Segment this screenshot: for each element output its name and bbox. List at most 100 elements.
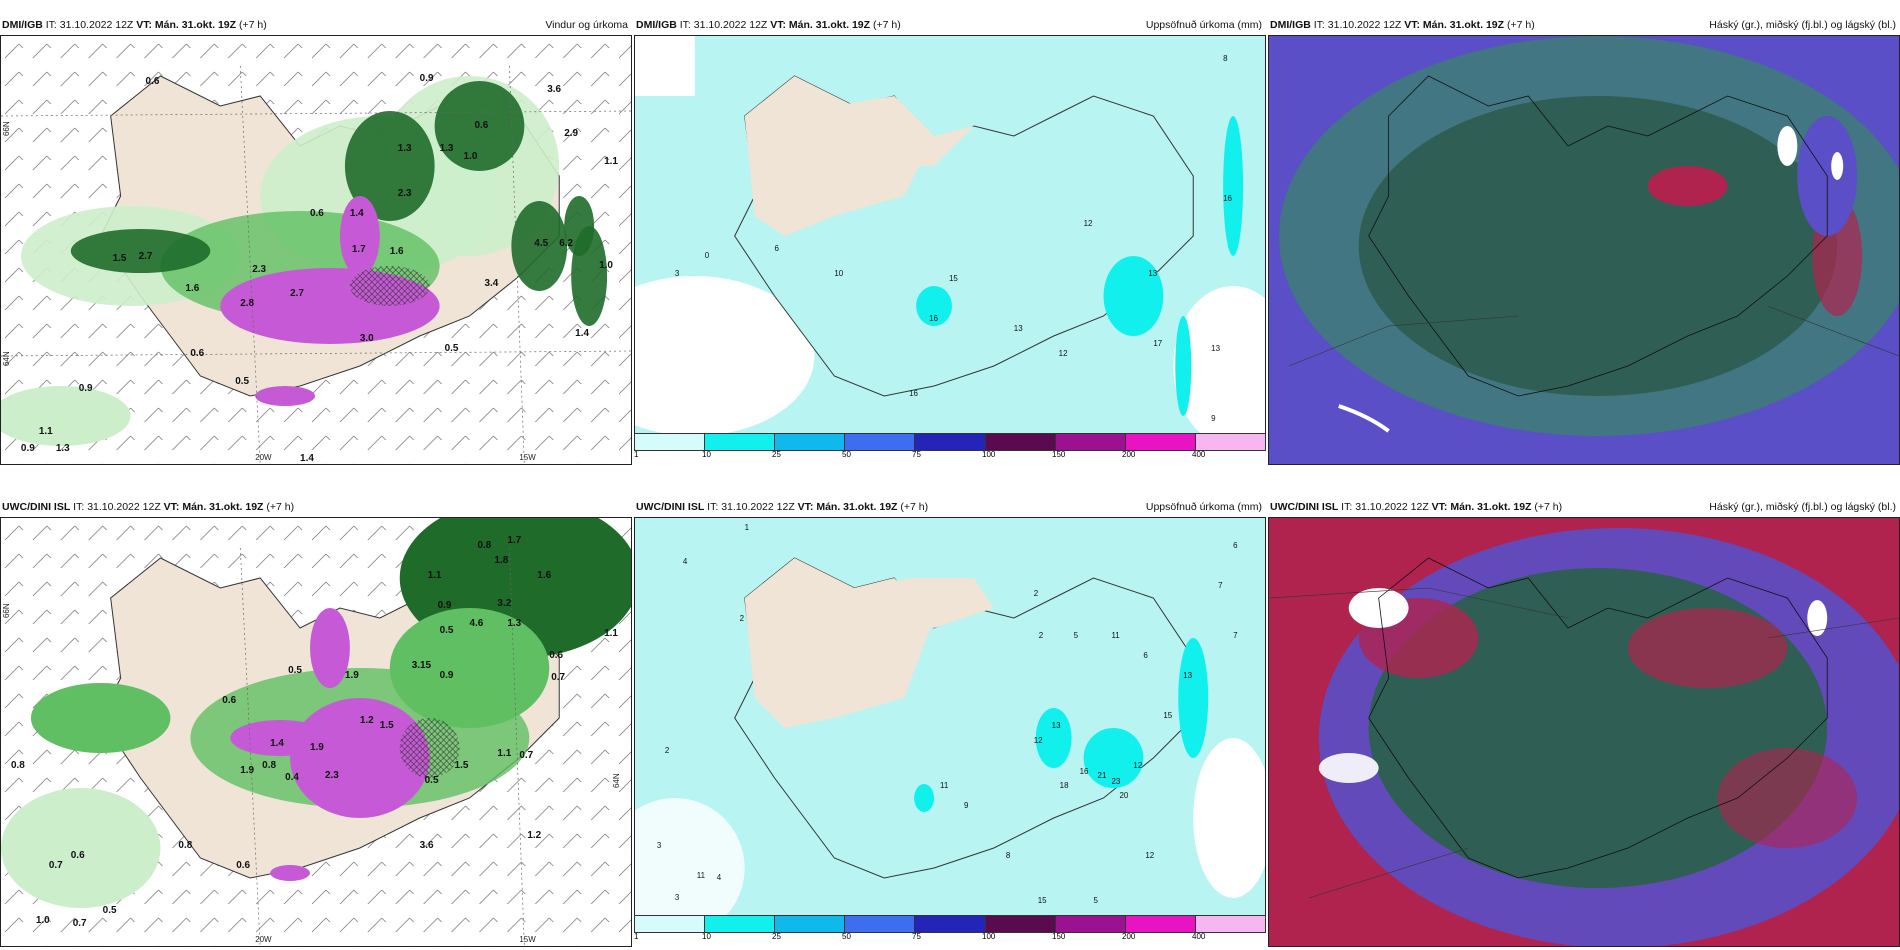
legend-tick: 10 — [702, 450, 711, 459]
precip-value: 0.9 — [440, 670, 454, 681]
precip-value: 1.9 — [345, 670, 359, 681]
precip-value: 0.8 — [262, 760, 276, 771]
precip-value: 2.8 — [240, 298, 254, 309]
accum-value: 7 — [1233, 631, 1238, 640]
precip-value: 2.7 — [290, 288, 304, 299]
panel-dmi-accum-precip: DMI/IGB IT: 31.10.2022 12Z VT: Mán. 31.o… — [634, 15, 1266, 463]
panel-title: Vindur og úrkoma — [545, 19, 628, 31]
precip-value: 0.5 — [235, 376, 249, 387]
accum-value: 17 — [1153, 339, 1162, 348]
precip-value: 1.1 — [497, 748, 511, 759]
precip-value: 1.4 — [270, 738, 284, 749]
accum-value: 12 — [1145, 851, 1154, 860]
accum-value: 5 — [1094, 896, 1099, 905]
it-value: 31.10.2022 12Z — [1327, 19, 1402, 31]
precip-value: 1.5 — [113, 253, 127, 264]
axis-label-20w: 20W — [255, 453, 272, 462]
it-value: 31.10.2022 12Z — [1355, 501, 1429, 513]
precip-value: 0.6 — [71, 850, 85, 861]
precip-value: 1.4 — [350, 208, 364, 219]
accum-value: 12 — [1034, 736, 1043, 745]
accum-value: 10 — [834, 269, 843, 278]
legend-ticks: 1 10 25 50 75 100 150 200 400 — [634, 932, 1266, 942]
accum-value: 12 — [1084, 219, 1093, 228]
accum-value: 9 — [964, 801, 969, 810]
precip-value: 1.4 — [300, 453, 314, 464]
it-label: IT: — [1341, 501, 1353, 513]
precip-legend: 1 10 25 50 75 100 150 200 400 — [634, 915, 1266, 942]
precip-value: 3.6 — [420, 840, 434, 851]
precip-value: 1.1 — [39, 426, 53, 437]
panel-uwc-wind-precip: UWC/DINI ISL IT: 31.10.2022 12Z VT: Mán.… — [0, 497, 632, 947]
precip-value: 1.0 — [599, 260, 613, 271]
it-value: 31.10.2022 12Z — [693, 19, 768, 31]
precip-value: 0.7 — [551, 672, 565, 683]
precip-value: 0.7 — [49, 860, 63, 871]
legend-tick: 100 — [982, 932, 996, 941]
accum-value: 16 — [929, 314, 938, 323]
axis-label-64n: 64N — [612, 773, 621, 788]
axis-label-66n: 66N — [2, 603, 11, 618]
accum-value: 4 — [717, 873, 722, 882]
map-clouds — [1268, 35, 1900, 465]
precip-value: 0.5 — [103, 905, 117, 916]
accum-value: 6 — [1233, 541, 1238, 550]
precip-value: 1.7 — [507, 535, 521, 546]
accum-value: 3 — [657, 841, 662, 850]
panel-title: Uppsöfnuð úrkoma (mm) — [1145, 19, 1262, 31]
model-name: DMI/IGB — [2, 19, 43, 31]
panel-header: DMI/IGB IT: 31.10.2022 12Z VT: Mán. 31.o… — [634, 15, 1266, 35]
axis-label-64n: 64N — [2, 351, 11, 366]
precip-value: 0.6 — [310, 208, 324, 219]
model-name: UWC/DINI ISL — [1270, 501, 1339, 513]
panel-dmi-clouds: DMI/IGB IT: 31.10.2022 12Z VT: Mán. 31.o… — [1268, 15, 1900, 465]
legend-tick: 200 — [1122, 932, 1136, 941]
precip-value: 0.8 — [178, 840, 192, 851]
legend-tick: 150 — [1052, 450, 1066, 459]
precip-value: 3.15 — [412, 660, 432, 671]
accum-value: 23 — [1111, 777, 1120, 786]
accum-value: 5 — [1074, 631, 1079, 640]
accum-value: 16 — [909, 389, 918, 398]
model-name: DMI/IGB — [636, 19, 677, 31]
panel-uwc-clouds: UWC/DINI ISL IT: 31.10.2022 12Z VT: Mán.… — [1268, 497, 1900, 947]
precip-value: 1.3 — [507, 618, 521, 629]
precip-value: 0.6 — [474, 120, 488, 131]
accum-value: 7 — [1218, 581, 1223, 590]
precip-value: 1.0 — [36, 915, 50, 926]
lead-time: (+7 h) — [872, 19, 901, 31]
it-label: IT: — [707, 501, 719, 513]
precip-value: 0.6 — [222, 695, 236, 706]
accum-value: 2 — [1034, 589, 1039, 598]
legend-tick: 25 — [772, 450, 781, 459]
legend-tick: 1 — [634, 932, 639, 941]
it-label: IT: — [73, 501, 85, 513]
precip-value: 0.7 — [519, 750, 533, 761]
accum-value: 8 — [1006, 851, 1011, 860]
accum-value: 13 — [1052, 721, 1061, 730]
precip-value: 6.2 — [559, 238, 573, 249]
panel-header: UWC/DINI ISL IT: 31.10.2022 12Z VT: Mán.… — [1268, 497, 1900, 517]
panel-title: Háský (gr.), miðský (fj.bl.) og lágský (… — [1709, 19, 1896, 31]
it-label: IT: — [45, 19, 57, 31]
precip-value: 2.7 — [139, 251, 153, 262]
precip-value: 1.8 — [494, 555, 508, 566]
it-value: 31.10.2022 12Z — [87, 501, 161, 513]
accum-value: 8 — [1223, 54, 1228, 63]
map-clouds — [1268, 517, 1900, 947]
panel-uwc-accum-precip: UWC/DINI ISL IT: 31.10.2022 12Z VT: Mán.… — [634, 497, 1266, 945]
precip-value: 0.6 — [146, 76, 160, 87]
legend-ticks: 1 10 25 50 75 100 150 200 400 — [634, 450, 1266, 460]
precip-legend: 1 10 25 50 75 100 150 200 400 — [634, 433, 1266, 460]
precip-value: 3.4 — [484, 278, 498, 289]
accum-value: 6 — [1143, 651, 1148, 660]
precip-value: 1.5 — [380, 720, 394, 731]
accum-value: 15 — [1163, 711, 1172, 720]
precip-value: 1.0 — [464, 151, 478, 162]
precip-value: 0.5 — [288, 665, 302, 676]
precip-value: 0.9 — [420, 73, 434, 84]
map-wind-precip: 20W 15W 66N 64N 0.8 1.7 1.8 1.1 1.6 0.9 … — [0, 517, 632, 947]
vt-label: VT: Mán. 31.okt. 19Z — [136, 19, 237, 31]
precip-value: 1.6 — [537, 570, 551, 581]
precip-value: 0.6 — [190, 348, 204, 359]
